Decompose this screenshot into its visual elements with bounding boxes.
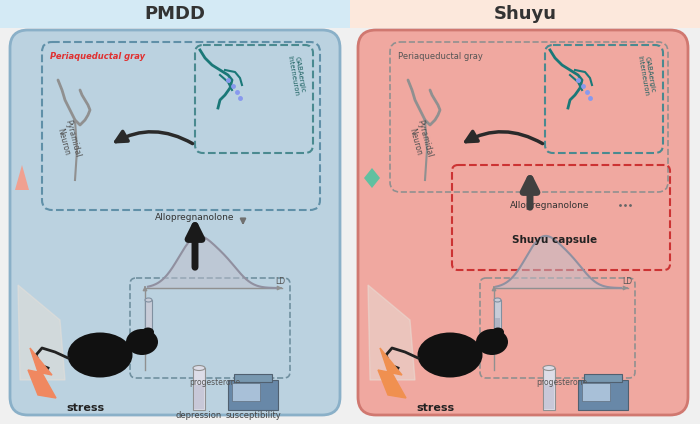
Text: Periaqueductal gray: Periaqueductal gray — [50, 52, 145, 61]
Text: stress: stress — [66, 403, 104, 413]
Ellipse shape — [142, 327, 154, 337]
Polygon shape — [364, 168, 380, 188]
Text: PMDD: PMDD — [144, 5, 206, 23]
Bar — [495, 318, 500, 338]
Bar — [194, 385, 204, 409]
Bar — [0, 0, 350, 28]
Text: Pyramidal
Neuron: Pyramidal Neuron — [405, 119, 435, 161]
Text: progesterone: progesterone — [190, 378, 241, 387]
Bar — [494, 300, 501, 348]
Bar — [582, 383, 610, 401]
Text: progesterone: progesterone — [536, 378, 587, 387]
Text: depression: depression — [176, 410, 222, 419]
Bar — [193, 368, 205, 410]
Ellipse shape — [543, 365, 555, 371]
Ellipse shape — [145, 346, 152, 350]
Bar — [145, 300, 152, 348]
Text: GABAergic
Interneuron: GABAergic Interneuron — [286, 54, 306, 96]
Ellipse shape — [476, 329, 508, 355]
Ellipse shape — [494, 346, 501, 350]
Text: LD: LD — [622, 277, 632, 287]
Text: Shuyu: Shuyu — [494, 5, 556, 23]
Text: Pyramidal
Neuron: Pyramidal Neuron — [54, 119, 83, 161]
Bar — [228, 380, 278, 410]
Polygon shape — [28, 348, 56, 398]
Ellipse shape — [145, 298, 152, 302]
Bar — [232, 383, 260, 401]
Text: Allopregnanolone: Allopregnanolone — [510, 201, 589, 209]
Bar — [350, 0, 700, 28]
Ellipse shape — [126, 329, 158, 355]
Polygon shape — [368, 285, 415, 380]
Text: stress: stress — [416, 403, 454, 413]
FancyBboxPatch shape — [358, 30, 688, 415]
Ellipse shape — [494, 298, 501, 302]
Bar — [234, 374, 272, 382]
Bar — [578, 380, 628, 410]
Text: Allopregnanolone: Allopregnanolone — [155, 214, 234, 223]
Ellipse shape — [417, 332, 482, 377]
Text: Periaqueductal gray: Periaqueductal gray — [398, 52, 483, 61]
Polygon shape — [18, 285, 65, 380]
Text: GABAergic
Interneuron: GABAergic Interneuron — [636, 54, 656, 96]
Bar — [584, 374, 622, 382]
Polygon shape — [378, 348, 406, 398]
Text: Shuyu capsule: Shuyu capsule — [512, 235, 598, 245]
Ellipse shape — [193, 365, 205, 371]
Bar — [543, 368, 555, 410]
Ellipse shape — [67, 332, 132, 377]
Ellipse shape — [492, 327, 504, 337]
Bar — [544, 385, 554, 409]
FancyBboxPatch shape — [10, 30, 340, 415]
Text: susceptibility: susceptibility — [225, 410, 281, 419]
Text: LD: LD — [275, 277, 285, 287]
Polygon shape — [15, 165, 29, 190]
